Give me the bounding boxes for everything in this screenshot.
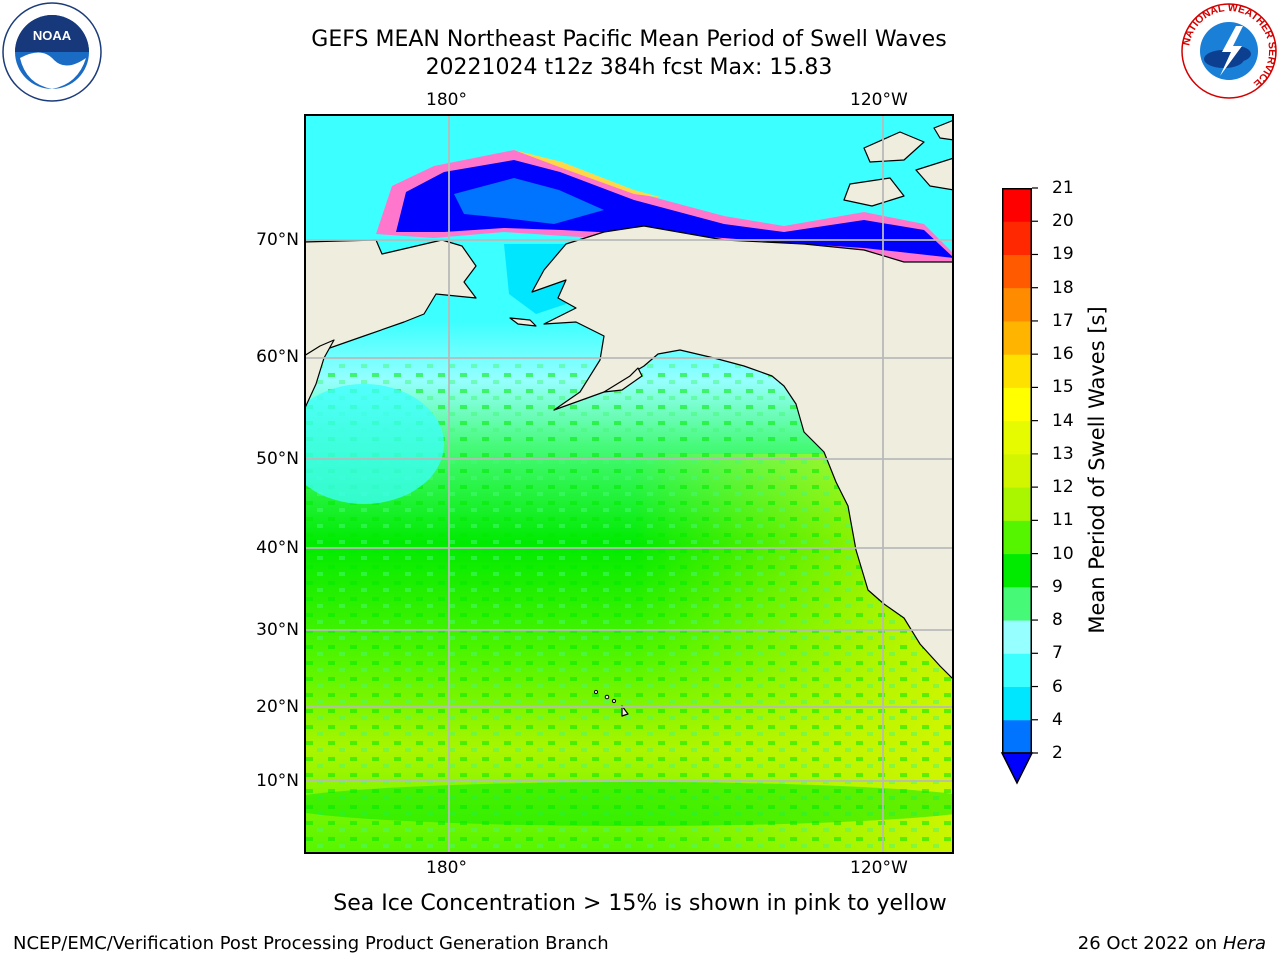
colorbar [1000,187,1038,785]
land-arctic-island-1 [863,131,925,163]
colorbar-segment [1002,387,1032,422]
colorbar-segment [1002,287,1032,322]
colorbar-segment [1002,320,1032,355]
colorbar-tick-label: 14 [1052,410,1074,431]
lat-label-10n: 10°N [256,771,299,791]
noaa-logo: NOAA [2,2,102,102]
ocean-field-low-period-west [304,384,444,504]
colorbar-segment [1002,221,1032,255]
sea-ice-note: Sea Ice Concentration > 15% is shown in … [333,891,947,916]
land-group [304,119,954,717]
colorbar-segment [1002,487,1032,521]
colorbar-tick-label: 15 [1052,377,1074,398]
colorbar-tick-label: 20 [1052,211,1074,232]
colorbar-tick-label: 4 [1052,709,1063,730]
colorbar-segment [1002,453,1032,488]
colorbar-under-arrow [1000,752,1034,785]
colorbar-segment [1002,254,1032,289]
graticule [304,114,954,854]
colorbar-segment [1002,354,1032,388]
land-arctic-island-2 [933,119,954,141]
colorbar-segment [1002,686,1032,721]
ocean-field-band-tropical [304,782,954,826]
arctic-mid-period-water [454,178,604,224]
bottom-axis-label-120w: 120°W [850,858,908,878]
colorbar-segment [1002,553,1032,588]
colorbar-tick-label: 6 [1052,676,1063,697]
top-axis-label-120w: 120°W [850,90,908,110]
footer-date: 26 Oct 2022 on Hera [1078,933,1266,954]
colorbar-tick-label: 17 [1052,310,1074,331]
map-border [304,114,954,854]
colorbar-tick-label: 8 [1052,610,1063,631]
lat-label-30n: 30°N [256,620,299,640]
land-hawaii-islet-2 [604,694,610,700]
land-siberia [304,239,477,361]
land-hawaii-islet-3 [611,698,617,704]
colorbar-tick-label: 18 [1052,277,1074,298]
colorbar-segment [1002,188,1032,222]
colorbar-outline [1002,188,1032,754]
colorbar-segment [1002,719,1032,754]
colorbar-segment [1002,520,1032,555]
plot-title: GEFS MEAN Northeast Pacific Mean Period … [311,27,947,52]
colorbar-tick-label: 9 [1052,576,1063,597]
colorbar-tick-label: 21 [1052,178,1074,198]
noaa-logo-text: NOAA [33,28,72,43]
lat-label-60n: 60°N [256,347,299,367]
nws-logo: NATIONAL WEATHER SERVICE [1180,2,1278,99]
colorbar-segment [1002,586,1032,621]
colorbar-label: Mean Period of Swell Waves [s] [1085,306,1109,634]
land-hawaii-islet-1 [593,689,599,695]
map-panel [304,114,954,854]
colorbar-tick-label: 19 [1052,244,1074,265]
map-svg [304,114,954,854]
colorbar-tick-label: 16 [1052,344,1074,365]
sea-ice-edge-yellow [514,150,664,198]
land-arctic-island-4 [915,157,954,191]
colorbar-tick-label: 13 [1052,443,1074,464]
colorbar-segment [1002,620,1032,654]
footer-date-text: 26 Oct 2022 on [1077,933,1218,954]
land-alaska-peninsula-tip [603,367,643,393]
plot-subtitle: 20221024 t12z 384h fcst Max: 15.83 [425,55,833,80]
top-axis-label-180: 180° [426,90,467,110]
footer-machine: Hera [1222,933,1266,954]
footer-credit: NCEP/EMC/Verification Post Processing Pr… [13,933,609,954]
colorbar-tick-label: 10 [1052,543,1074,564]
lat-label-20n: 20°N [256,697,299,717]
colorbar-tick-label: 12 [1052,477,1074,498]
colorbar-segment [1002,653,1032,688]
lat-label-40n: 40°N [256,538,299,558]
land-st-lawrence-island [509,317,537,327]
colorbar-tick-label: 2 [1052,743,1063,763]
colorbar-tick-label: 7 [1052,643,1063,664]
lat-label-70n: 70°N [256,230,299,250]
colorbar-tick-label: 11 [1052,510,1074,531]
bottom-axis-label-180: 180° [426,858,467,878]
colorbar-segment [1002,420,1032,455]
land-hawaii [621,705,629,717]
lat-label-50n: 50°N [256,449,299,469]
